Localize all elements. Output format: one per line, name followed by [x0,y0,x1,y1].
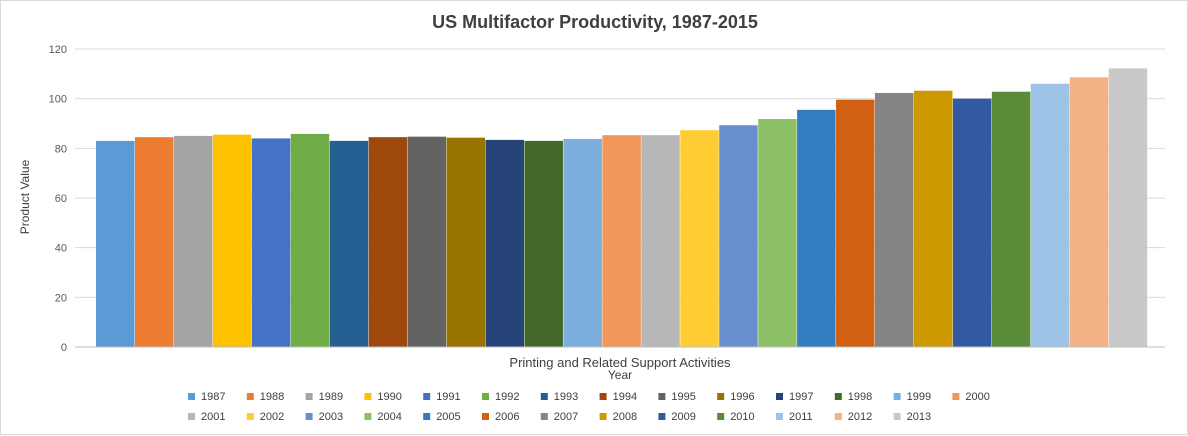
legend-label-2008: 2008 [613,411,637,423]
y-tick-label: 0 [61,342,67,354]
legend-label-2006: 2006 [495,411,519,423]
legend-label-2005: 2005 [436,411,460,423]
bar-2010 [991,91,1031,347]
bar-1988 [134,137,174,347]
legend-label-1994: 1994 [613,391,637,403]
legend-swatch-2000 [952,393,960,400]
legend-label-2002: 2002 [260,411,284,423]
bar-1989 [173,135,213,347]
bar-2002 [680,130,719,347]
y-tick-label: 100 [49,94,67,106]
legend-label-1990: 1990 [377,391,401,403]
legend-swatch-1998 [834,393,842,400]
legend-label-1987: 1987 [201,391,225,403]
legend-swatch-2007 [540,413,548,420]
bar-2008 [913,90,953,347]
bar-2007 [875,92,914,347]
y-tick-label: 120 [49,44,67,56]
bar-2013 [1108,68,1148,348]
legend-swatch-1989 [305,393,313,400]
bar-2011 [1030,83,1070,348]
bar-2009 [952,98,992,348]
bar-1995 [407,136,447,347]
legend-swatch-2010 [717,413,725,420]
legend-label-2001: 2001 [201,411,225,423]
y-tick-label: 80 [55,143,67,155]
legend-swatch-2005 [423,413,431,420]
legend-label-1989: 1989 [319,391,343,403]
legend-swatch-2004 [364,413,372,420]
legend-swatch-1987 [188,393,195,400]
legend-label-2004: 2004 [377,411,401,423]
legend-label-2011: 2011 [789,411,813,423]
legend-swatch-1999 [893,393,901,400]
y-axis-title: Product Value [18,159,32,234]
legend-swatch-1992 [482,393,489,400]
legend-label-2003: 2003 [319,411,343,423]
legend-swatch-2009 [658,413,666,420]
bar-1999 [563,138,602,347]
legend-label-2000: 2000 [965,391,989,403]
y-tick-label: 20 [55,292,67,304]
bar-1992 [290,133,330,347]
legend-label-1998: 1998 [848,391,872,403]
legend-swatch-1996 [717,393,725,400]
legend-swatch-2012 [834,413,842,420]
y-tick-label: 60 [55,193,67,205]
legend-swatch-1990 [364,393,372,400]
bar-1997 [485,139,524,347]
bar-2005 [797,109,836,347]
legend-label-1996: 1996 [730,391,754,403]
bar-1993 [329,140,369,347]
legend-label-1992: 1992 [495,391,519,403]
legend: 1987 1988 1989 1990 1991 1992 1993 1994 1995 1996… [188,391,990,423]
legend-swatch-1991 [423,393,431,400]
legend-swatch-1995 [658,393,666,400]
legend-swatch-2006 [482,413,489,420]
legend-label-1999: 1999 [907,391,931,403]
bar-2000 [602,135,641,347]
legend-swatch-1988 [246,393,254,400]
legend-swatch-1997 [776,393,783,400]
legend-swatch-2013 [893,413,901,420]
legend-swatch-2001 [188,413,195,420]
chart-title: US Multifactor Productivity, 1987-2015 [432,12,758,32]
bar-1994 [368,137,408,347]
category-labels: Printing and Related Support Activities [509,355,731,370]
legend-label-1988: 1988 [260,391,284,403]
bar-1987 [96,140,135,347]
legend-label-2013: 2013 [907,411,931,423]
legend-swatch-2011 [776,413,783,420]
legend-label-1997: 1997 [789,391,813,403]
legend-label-1991: 1991 [436,391,460,403]
legend-swatch-2002 [246,413,254,420]
legend-label-1993: 1993 [554,391,578,403]
bars [96,68,1148,348]
bar-1991 [251,138,291,347]
y-tick-label: 40 [55,243,67,255]
legend-label-2007: 2007 [554,411,578,423]
legend-label-2010: 2010 [730,411,754,423]
legend-swatch-2003 [305,413,313,420]
bar-1996 [446,137,486,347]
bar-1998 [524,140,563,347]
bar-2003 [719,125,758,347]
y-tick-labels: 0 20 40 60 80 100 120 [49,44,67,354]
bar-2001 [641,135,680,347]
legend-label-2012: 2012 [848,411,872,423]
bar-2012 [1069,77,1109,347]
legend-label-1995: 1995 [671,391,695,403]
legend-swatch-2008 [599,413,607,420]
bar-2006 [836,99,875,347]
bar-1990 [212,134,252,347]
category-label: Printing and Related Support Activities [509,355,731,370]
legend-swatch-1993 [540,393,548,400]
legend-swatch-1994 [599,393,607,400]
x-axis-title: Year [608,368,632,382]
legend-label-2009: 2009 [671,411,695,423]
bar-2004 [758,119,797,347]
